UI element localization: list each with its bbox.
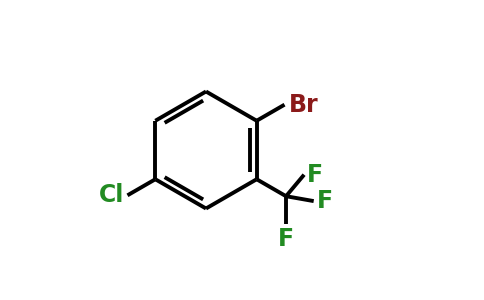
Text: Cl: Cl [99,183,124,207]
Text: F: F [307,163,323,187]
Text: F: F [317,189,333,213]
Text: Br: Br [289,93,318,117]
Text: F: F [278,227,294,251]
